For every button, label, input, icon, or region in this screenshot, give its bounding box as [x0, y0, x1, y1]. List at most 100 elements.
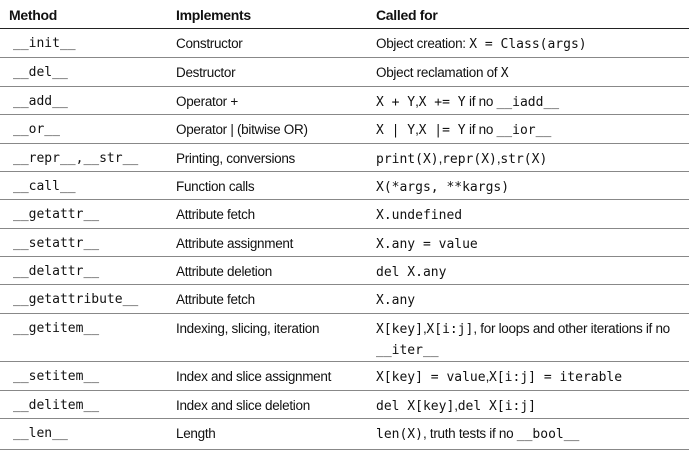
table-row: __delitem__ Index and slice deletion del X…	[0, 390, 689, 419]
text-fragment: ,	[485, 369, 490, 384]
method-cell: __setitem__	[13, 369, 100, 384]
implements-cell: Index and slice assignment	[176, 369, 332, 384]
code-fragment: X[i:j] = iterable	[489, 370, 623, 385]
called-for-line: X(*args, **kargs)	[376, 177, 509, 198]
called-for-cell: X | Y,X |= Y if no __ior__	[376, 120, 551, 141]
called-for-line: del X.any	[376, 262, 446, 283]
code-fragment: X[key]	[376, 322, 423, 337]
code-fragment: X = Class(args)	[469, 37, 587, 52]
called-for-cell: print(X),repr(X),str(X)	[376, 149, 547, 170]
implements-cell: Constructor	[176, 36, 243, 51]
called-for-cell: X.any	[376, 290, 415, 311]
method-cell: __getattribute__	[13, 292, 139, 307]
called-for-line: X.any	[376, 290, 415, 311]
method-cell: __len__	[13, 426, 68, 441]
text-fragment: ,	[438, 151, 443, 166]
implements-cell: Printing, conversions	[176, 151, 296, 166]
table-row: __or__ Operator | (bitwise OR) X | Y,X |= …	[0, 114, 689, 144]
called-for-cell: Object reclamation of X	[376, 63, 509, 84]
called-for-line: len(X), truth tests if no __bool__	[376, 424, 579, 445]
header-implements: Implements	[176, 7, 251, 23]
implements-cell: Operator | (bitwise OR)	[176, 122, 308, 137]
method-cell: __init__	[13, 36, 76, 51]
method-cell: __delitem__	[13, 398, 100, 413]
called-for-line: print(X),repr(X),str(X)	[376, 149, 547, 170]
method-cell: __getattr__	[13, 207, 100, 222]
called-for-line: __iter__	[376, 340, 670, 361]
method-cell: __repr__,__str__	[13, 151, 139, 166]
code-fragment: X += Y	[418, 95, 466, 110]
called-for-cell: X + Y,X += Y if no __iadd__	[376, 92, 559, 113]
code-fragment: X	[500, 66, 509, 81]
called-for-line: X[key],X[i:j], for loops and other itera…	[376, 319, 670, 340]
called-for-cell: del X[key],del X[i:j]	[376, 396, 536, 417]
text-fragment: ,	[454, 398, 458, 413]
code-fragment: X | Y	[376, 123, 416, 138]
called-for-line: Object reclamation of X	[376, 63, 509, 84]
code-fragment: X.any = value	[376, 237, 478, 252]
table-row: __call__ Function calls X(*args, **kargs)	[0, 171, 689, 200]
called-for-line: Object creation: X = Class(args)	[376, 34, 587, 55]
code-fragment: len(X)	[376, 427, 423, 442]
called-for-line: X.undefined	[376, 205, 462, 226]
text-fragment: ,	[496, 151, 501, 166]
called-for-cell: X[key],X[i:j], for loops and other itera…	[376, 319, 670, 361]
text-fragment: Object creation:	[376, 36, 470, 51]
code-fragment: del X[i:j]	[457, 399, 537, 414]
called-for-cell: X.undefined	[376, 205, 462, 226]
table-row: __delattr__ Attribute deletion del X.any	[0, 256, 689, 285]
implements-cell: Attribute fetch	[176, 292, 255, 307]
table-row: __init__ Constructor Object creation: X = …	[0, 28, 689, 58]
implements-cell: Attribute assignment	[176, 236, 294, 251]
code-fragment: X.any	[376, 293, 416, 308]
code-fragment: __bool__	[516, 427, 580, 442]
table-row: __getattr__ Attribute fetch X.undefined	[0, 199, 689, 229]
text-fragment: , truth tests if no	[422, 426, 517, 441]
code-fragment: __iter__	[376, 343, 439, 358]
method-cell: __or__	[13, 122, 60, 137]
method-cell: __add__	[13, 94, 68, 109]
code-fragment: __iadd__	[496, 95, 560, 110]
implements-cell: Destructor	[176, 65, 236, 80]
table-row: __setitem__ Index and slice assignment X[k…	[0, 361, 689, 391]
called-for-line: X | Y,X |= Y if no __ior__	[376, 120, 551, 141]
called-for-line: del X[key],del X[i:j]	[376, 396, 536, 417]
text-fragment: if no	[465, 122, 497, 137]
called-for-line: X + Y,X += Y if no __iadd__	[376, 92, 559, 113]
method-cell: __setattr__	[13, 236, 100, 251]
implements-cell: Indexing, slicing, iteration	[176, 321, 320, 336]
text-fragment: Object reclamation of	[376, 65, 501, 80]
method-cell: __getitem__	[13, 321, 100, 336]
table-row: __getattribute__ Attribute fetch X.any	[0, 284, 689, 314]
header-method: Method	[9, 7, 57, 23]
text-fragment: if no	[465, 94, 497, 109]
method-cell: __delattr__	[13, 264, 100, 279]
text-fragment: ,	[415, 122, 419, 137]
table-header: Method Implements Called for	[0, 0, 689, 29]
implements-cell: Index and slice deletion	[176, 398, 310, 413]
table-row: __len__ Length len(X), truth tests if no _…	[0, 418, 689, 450]
called-for-cell: X[key] = value,X[i:j] = iterable	[376, 367, 622, 388]
implements-cell: Function calls	[176, 179, 255, 194]
table-row: __del__ Destructor Object reclamation of X	[0, 57, 689, 87]
text-fragment: ,	[422, 321, 427, 336]
code-fragment: X |= Y	[418, 123, 466, 138]
called-for-line: X.any = value	[376, 234, 478, 255]
code-fragment: X[i:j]	[426, 322, 474, 337]
implements-cell: Attribute deletion	[176, 264, 272, 279]
code-fragment: X.undefined	[376, 208, 463, 223]
called-for-cell: del X.any	[376, 262, 446, 283]
called-for-cell: X.any = value	[376, 234, 478, 255]
code-fragment: X(*args, **kargs)	[376, 180, 510, 195]
code-fragment: del X.any	[376, 265, 447, 280]
code-fragment: str(X)	[500, 152, 548, 167]
code-fragment: X + Y	[376, 95, 416, 110]
method-cell: __call__	[13, 179, 76, 194]
table-row: __add__ Operator + X + Y,X += Y if no __ia…	[0, 86, 689, 115]
code-fragment: del X[key]	[376, 399, 455, 414]
implements-cell: Attribute fetch	[176, 207, 255, 222]
method-cell: __del__	[13, 65, 68, 80]
table-row: __getitem__ Indexing, slicing, iteration X…	[0, 313, 689, 362]
called-for-line: X[key] = value,X[i:j] = iterable	[376, 367, 622, 388]
